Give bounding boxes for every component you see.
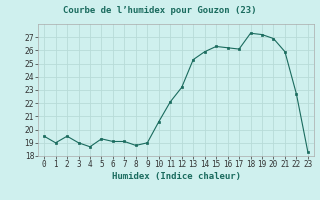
X-axis label: Humidex (Indice chaleur): Humidex (Indice chaleur)	[111, 172, 241, 181]
Text: Courbe de l’humidex pour Gouzon (23): Courbe de l’humidex pour Gouzon (23)	[63, 6, 257, 15]
